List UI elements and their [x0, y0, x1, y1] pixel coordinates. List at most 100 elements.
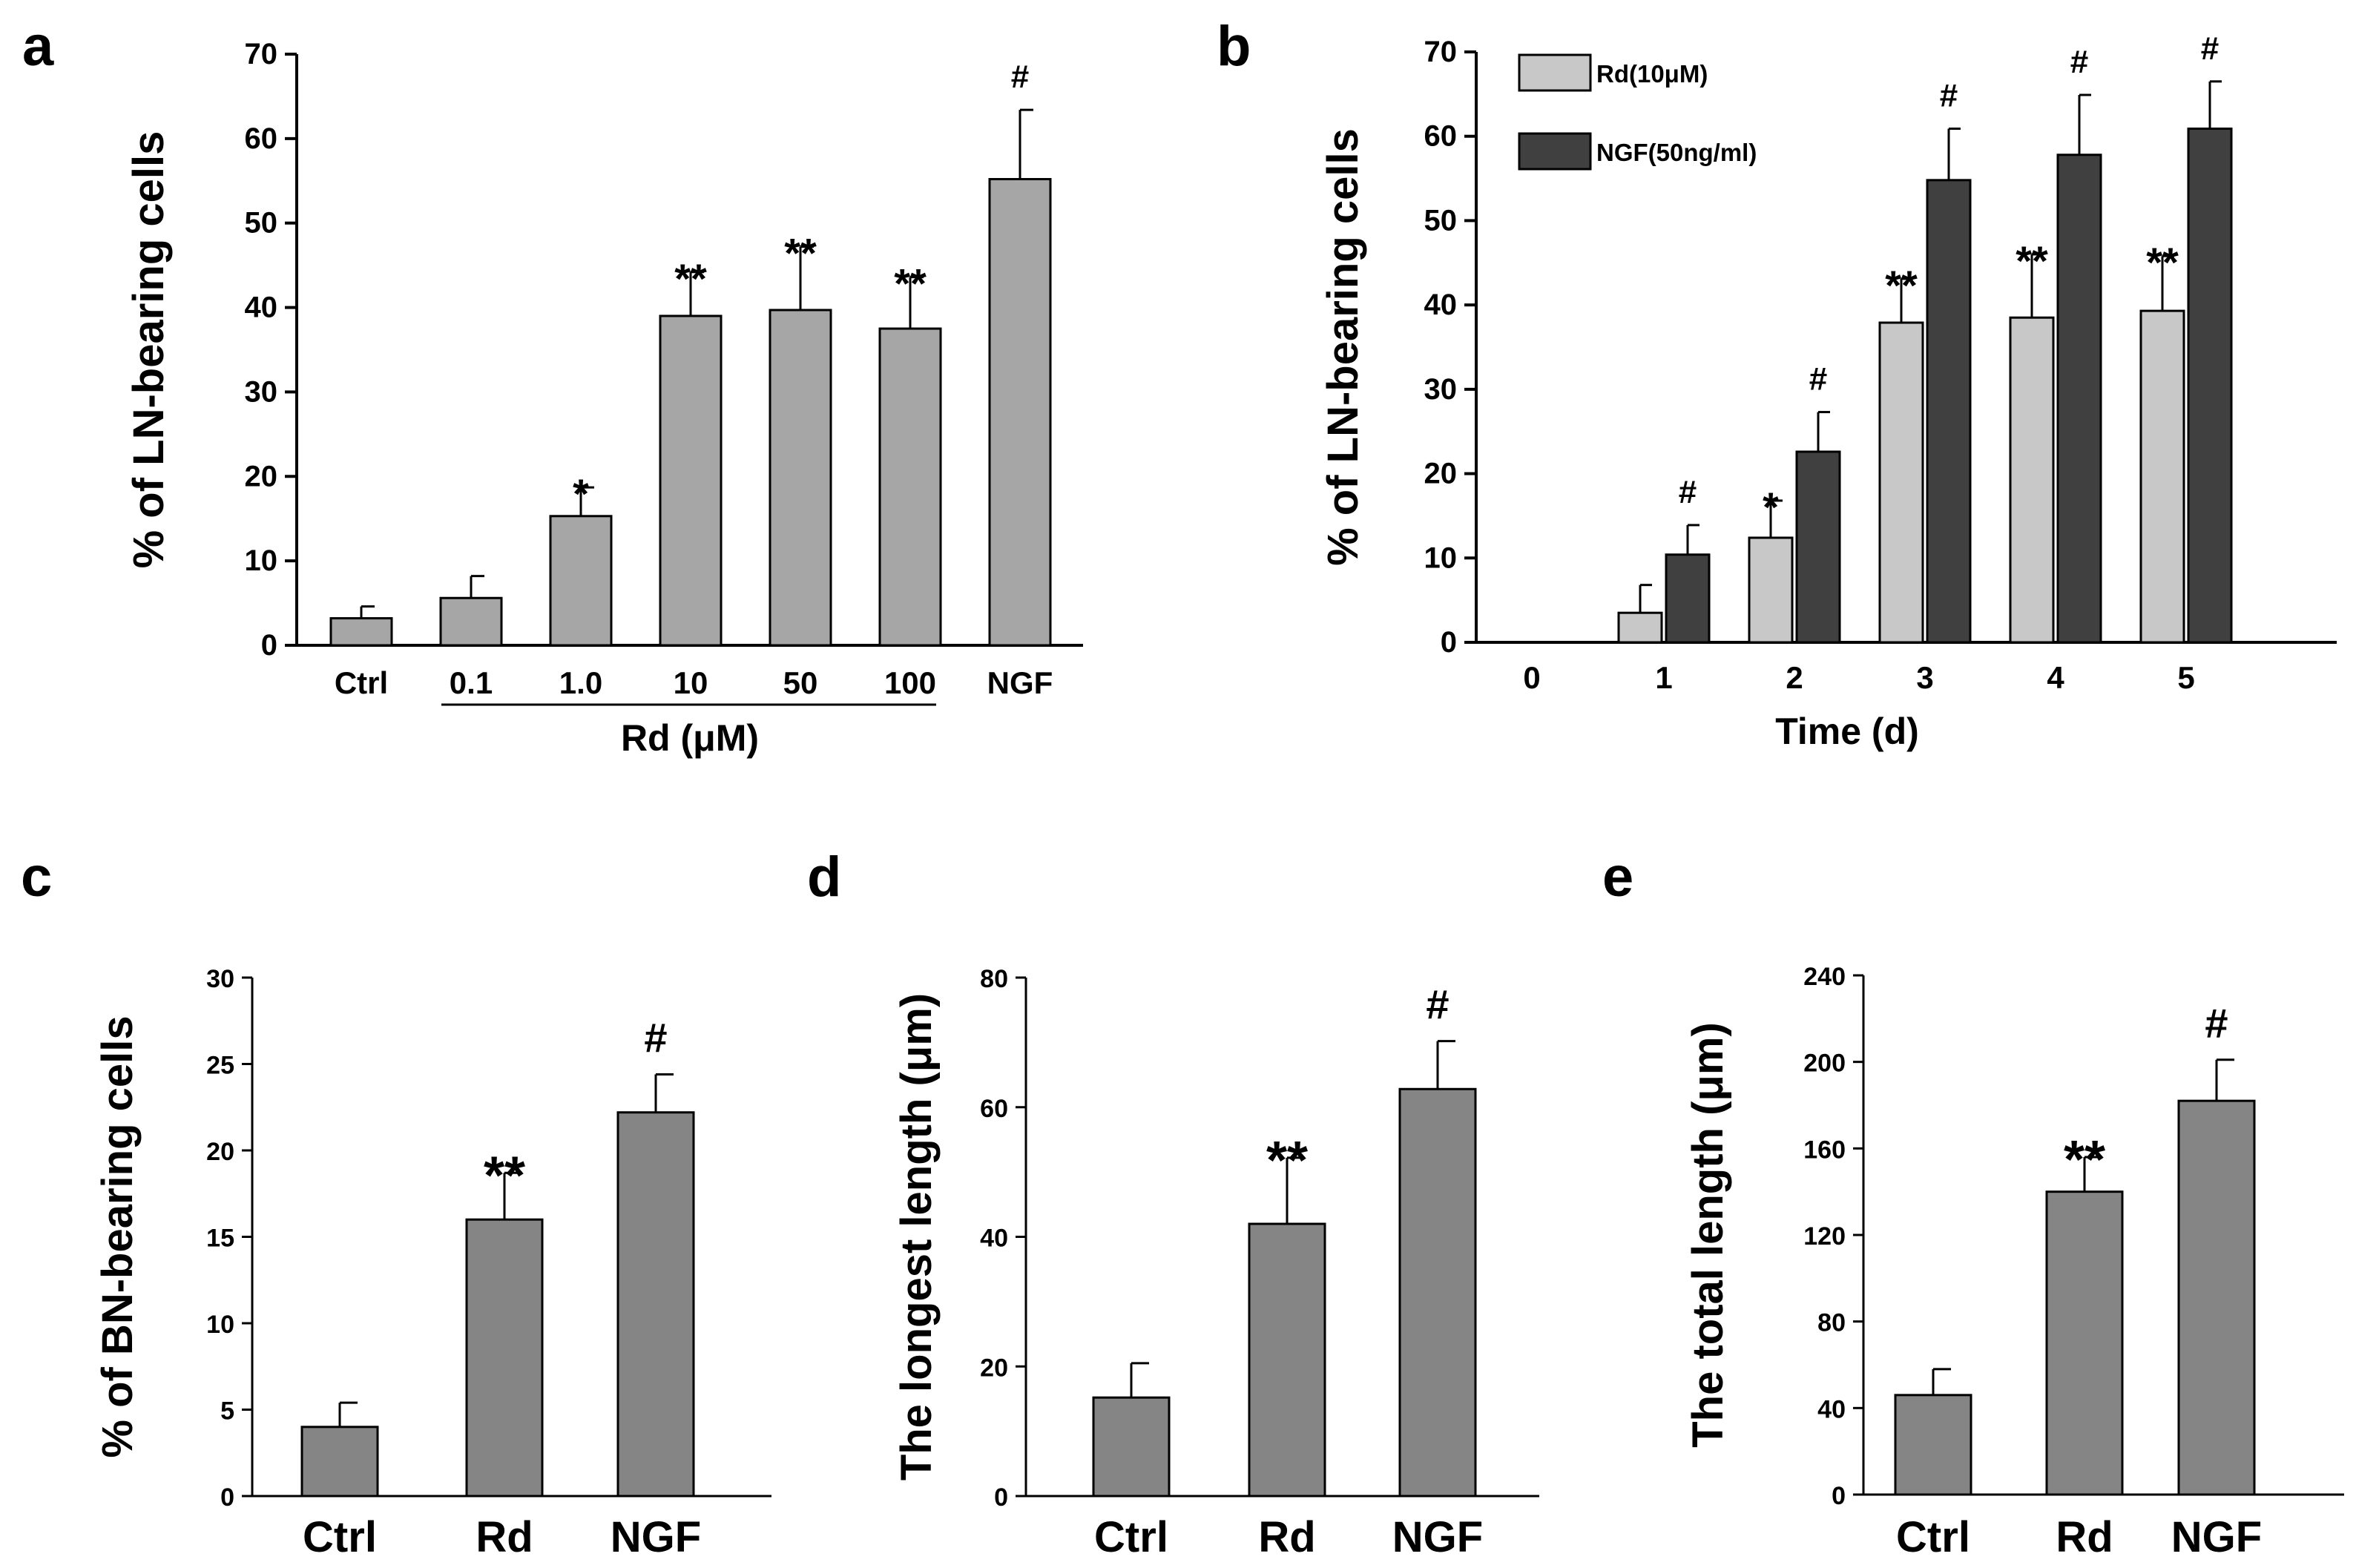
bar-b-0: [2139, 309, 2185, 644]
x-tick-label-d: Rd: [1258, 1513, 1315, 1561]
x-tick-label-c: NGF: [611, 1513, 701, 1561]
panel-letter-e: e: [1602, 846, 1633, 909]
y-tick-label-d: 20: [980, 1354, 1008, 1382]
x-tick-label-a: NGF: [987, 665, 1053, 700]
y-tick-label-a: 70: [245, 38, 278, 70]
y-tick-label-a: 10: [245, 544, 278, 577]
x-tick-label-a: 100: [884, 665, 936, 700]
y-tick-label-b: 60: [1424, 120, 1458, 153]
x-tick-label-a: 50: [783, 665, 818, 700]
bar-c: [300, 1426, 379, 1498]
x-tick-label-e: Rd: [2056, 1513, 2113, 1561]
bar-e: [1894, 1394, 1972, 1496]
y-axis-label-e: The total length (μm): [1684, 1022, 1732, 1448]
panel-letter-b: b: [1217, 15, 1251, 78]
bar-a: [549, 515, 613, 647]
y-tick-label-b: 50: [1424, 204, 1458, 237]
panel-letter-a: a: [22, 15, 54, 78]
x-tick-label-b: 2: [1786, 660, 1803, 695]
y-tick-label-e: 0: [1832, 1482, 1846, 1510]
y-tick-label-c: 25: [206, 1052, 234, 1080]
panel-letter-c: c: [21, 846, 52, 909]
x-tick-label-a: Ctrl: [335, 665, 388, 700]
bar-e: [2045, 1190, 2124, 1496]
bar-a: [878, 327, 942, 647]
y-tick-label-c: 10: [206, 1311, 234, 1339]
significance-star-b-0: **: [2146, 239, 2179, 286]
x-tick-label-c: Rd: [476, 1513, 533, 1561]
significance-hash-b-1: #: [2070, 44, 2088, 80]
y-axis-label-b: % of LN-bearing cells: [1319, 128, 1367, 566]
x-tick-label-b: 5: [2177, 660, 2194, 695]
y-axis-label-c: % of BN-bearing cells: [93, 1015, 142, 1457]
significance-hash-b-1: #: [1679, 474, 1697, 510]
significance-star-d: **: [1266, 1131, 1308, 1190]
bar-d: [1248, 1222, 1326, 1498]
y-tick-label-c: 0: [220, 1483, 234, 1512]
significance-star-c: **: [484, 1146, 525, 1205]
x-tick-label-a: 10: [674, 665, 708, 700]
bar-b-1: [1926, 179, 1972, 644]
legend-swatch-b: [1518, 53, 1592, 92]
x-tick-label-b: 1: [1655, 660, 1672, 695]
y-tick-label-e: 200: [1803, 1050, 1846, 1078]
bar-b-1: [1665, 553, 1711, 644]
bar-b-0: [2009, 316, 2055, 644]
y-tick-label-a: 30: [245, 375, 278, 408]
x-tick-label-b: 3: [1916, 660, 1933, 695]
legend-label-b: Rd(10μM): [1596, 60, 1708, 88]
y-tick-label-b: 30: [1424, 373, 1458, 406]
bar-b-1: [1795, 450, 1841, 644]
x-tick-label-d: NGF: [1392, 1513, 1483, 1561]
y-tick-label-e: 120: [1803, 1222, 1846, 1251]
x-tick-label-b: 0: [1523, 660, 1540, 695]
significance-star-b-0: **: [1885, 262, 1918, 309]
x-tick-label-a: 1.0: [559, 665, 602, 700]
y-tick-label-e: 160: [1803, 1136, 1846, 1164]
y-tick-label-e: 40: [1817, 1395, 1846, 1423]
x-tick-label-e: Ctrl: [1896, 1513, 1970, 1561]
y-tick-label-b: 40: [1424, 289, 1458, 321]
y-tick-label-c: 5: [220, 1397, 234, 1426]
y-tick-label-d: 40: [980, 1225, 1008, 1253]
significance-star-a: **: [674, 255, 707, 302]
bar-b-0: [1617, 611, 1663, 644]
y-tick-label-d: 0: [994, 1483, 1008, 1512]
significance-star-a: *: [573, 470, 589, 517]
x-tick-label-e: NGF: [2171, 1513, 2262, 1561]
y-tick-label-b: 20: [1424, 458, 1458, 490]
y-tick-label-e: 80: [1817, 1309, 1846, 1337]
y-tick-label-b: 70: [1424, 36, 1458, 68]
significance-hash-b-1: #: [1809, 361, 1827, 398]
y-tick-label-c: 20: [206, 1138, 234, 1166]
y-tick-label-b: 10: [1424, 541, 1458, 574]
bar-a: [988, 178, 1052, 647]
significance-star-a: **: [784, 230, 817, 277]
y-tick-label-a: 40: [245, 291, 278, 324]
bar-d: [1092, 1396, 1171, 1498]
significance-star-b-0: *: [1763, 484, 1779, 530]
significance-hash-d: #: [1426, 981, 1449, 1028]
x-tick-label-b: 4: [2047, 660, 2064, 695]
bar-b-0: [1878, 321, 1924, 644]
bar-d: [1398, 1087, 1477, 1498]
y-tick-label-d: 60: [980, 1095, 1008, 1123]
significance-star-e: **: [2064, 1130, 2105, 1190]
y-tick-label-d: 80: [980, 965, 1008, 993]
y-axis-label-d: The longest length (μm): [892, 993, 941, 1480]
x-tick-label-d: Ctrl: [1094, 1513, 1168, 1561]
panel-letter-d: d: [807, 846, 841, 909]
significance-star-a: **: [894, 260, 927, 307]
x-tick-label-a: 0.1: [450, 665, 493, 700]
bar-b-1: [2187, 127, 2233, 644]
significance-hash-b-1: #: [1940, 77, 1958, 113]
significance-star-b-0: **: [2016, 237, 2048, 284]
y-tick-label-a: 50: [245, 207, 278, 240]
bar-a: [769, 309, 832, 647]
bar-a: [659, 314, 723, 647]
y-tick-label-c: 30: [206, 965, 234, 993]
x-tick-label-c: Ctrl: [303, 1513, 377, 1561]
bar-c: [616, 1111, 695, 1498]
bar-c: [465, 1218, 544, 1498]
